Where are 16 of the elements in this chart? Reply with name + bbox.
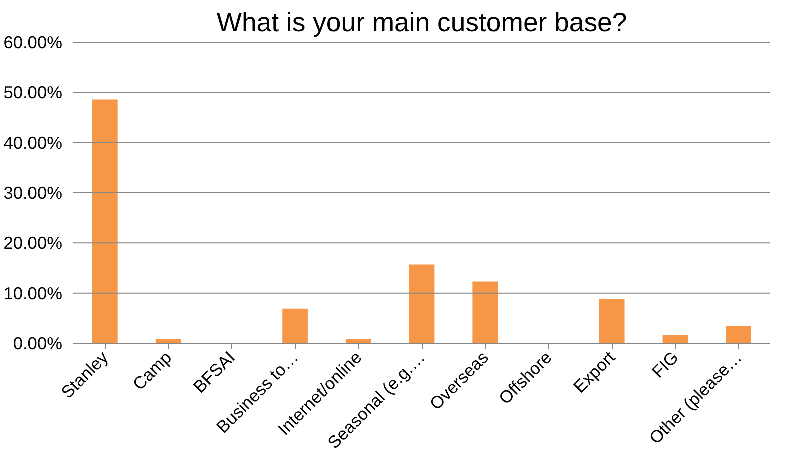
y-tick-label: 40.00%: [4, 132, 63, 153]
bar: [92, 100, 118, 344]
y-tick-label: 50.00%: [4, 82, 63, 103]
y-tick-label: 30.00%: [4, 183, 63, 203]
bar: [726, 326, 752, 344]
y-tick-label: 10.00%: [4, 283, 63, 304]
bar: [409, 264, 435, 344]
y-tick-label: 60.00%: [4, 32, 63, 52]
chart-title: What is your main customer base?: [216, 8, 628, 38]
x-tick-label: FIG: [648, 347, 683, 382]
bar: [599, 299, 625, 344]
y-tick-label: 0.00%: [13, 334, 63, 354]
bar: [282, 308, 308, 344]
bar: [662, 334, 688, 344]
bar: [472, 282, 498, 344]
y-tick-label: 20.00%: [4, 233, 63, 254]
